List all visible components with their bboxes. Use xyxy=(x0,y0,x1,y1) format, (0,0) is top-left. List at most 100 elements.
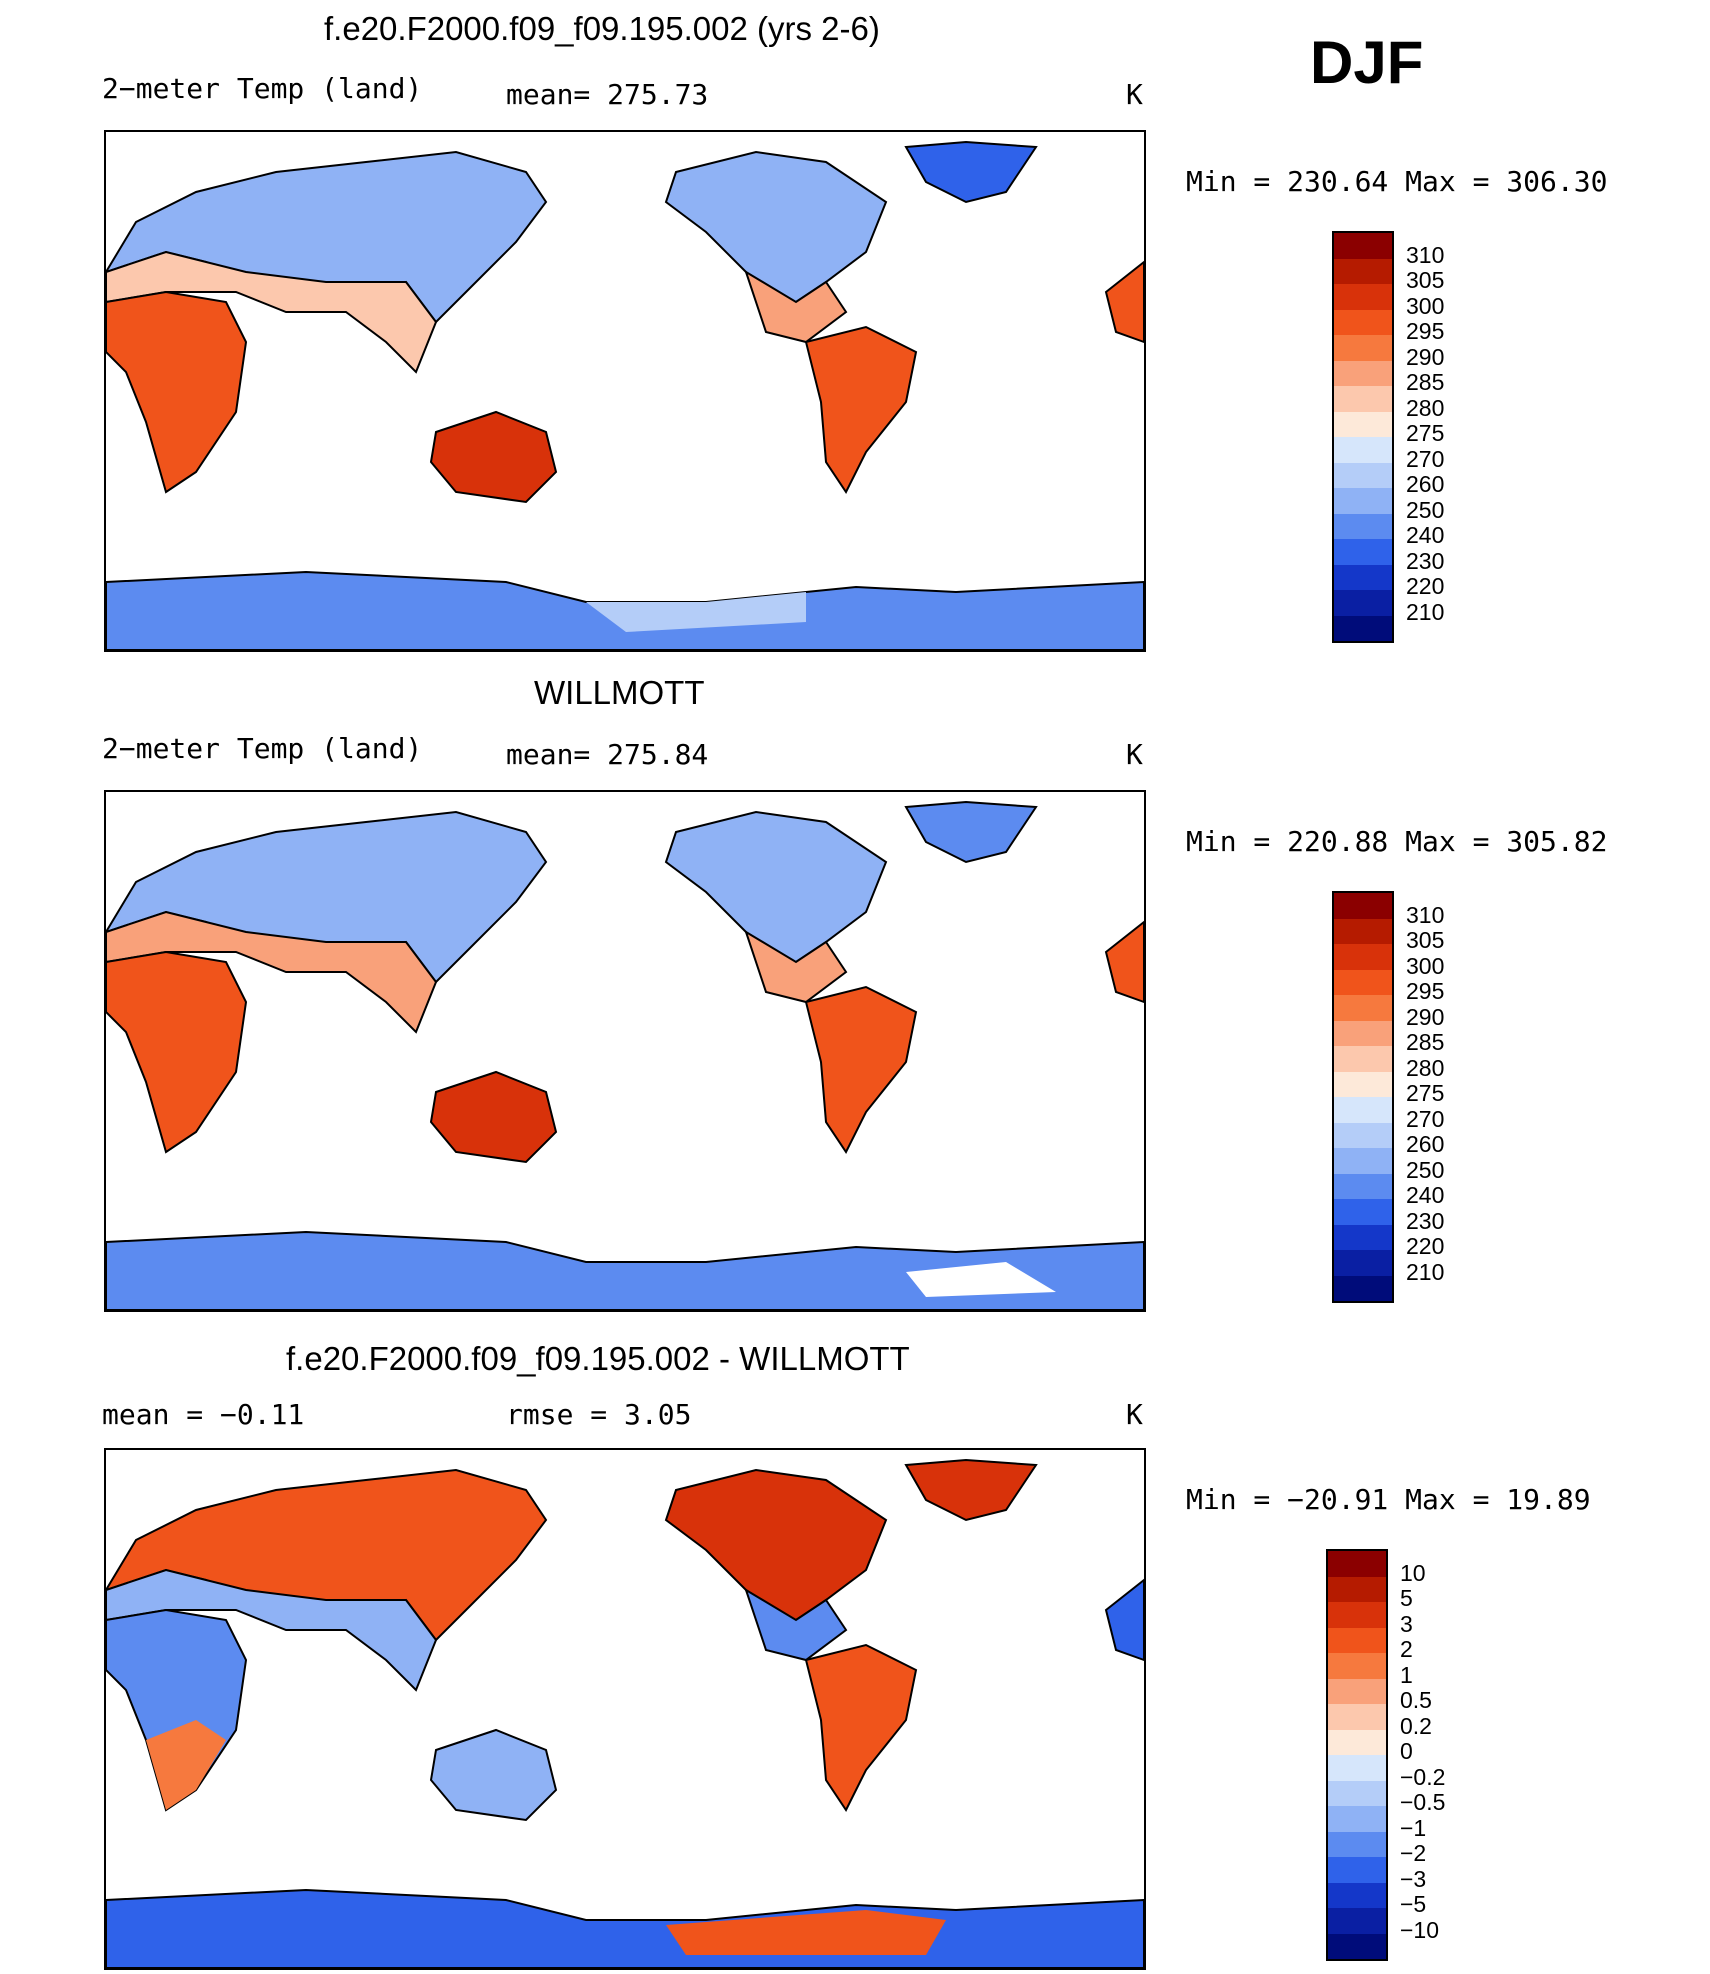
colorbar-swatch xyxy=(1328,1755,1386,1782)
colorbar-swatch xyxy=(1334,360,1392,387)
colorbar-tick-label: −1 xyxy=(1400,1814,1427,1841)
colorbar-tick-label: 300 xyxy=(1406,952,1445,979)
panel-1-map xyxy=(104,130,1146,652)
colorbar-swatch xyxy=(1334,918,1392,945)
panel-1-title: f.e20.F2000.f09_f09.195.002 (yrs 2-6) xyxy=(324,10,880,47)
colorbar-swatch xyxy=(1328,1576,1386,1603)
colorbar-tick-label: 3 xyxy=(1400,1610,1413,1637)
australia-landmass xyxy=(429,1070,558,1164)
colorbar-swatch xyxy=(1334,1224,1392,1251)
south-america-landmass xyxy=(804,325,918,494)
colorbar-swatch xyxy=(1334,615,1392,641)
colorbar-swatch xyxy=(1334,564,1392,591)
colorbar-swatch xyxy=(1328,1729,1386,1756)
colorbar-tick-label: 1 xyxy=(1400,1661,1413,1688)
colorbar-swatch xyxy=(1334,411,1392,438)
colorbar-swatch xyxy=(1334,462,1392,489)
colorbar-swatch xyxy=(1334,590,1392,617)
colorbar-swatch xyxy=(1334,539,1392,566)
colorbar-swatch xyxy=(1328,1780,1386,1807)
colorbar-swatch xyxy=(1334,1122,1392,1149)
panel-1-colorbar xyxy=(1332,231,1394,643)
colorbar-swatch xyxy=(1334,309,1392,336)
colorbar-tick-label: 220 xyxy=(1406,573,1445,599)
colorbar-swatch xyxy=(1334,969,1392,996)
colorbar-swatch xyxy=(1334,1250,1392,1277)
panel-3-colorbar xyxy=(1326,1549,1388,1961)
panel-3-mean-label: mean = −0.11 xyxy=(102,1398,305,1431)
colorbar-tick-label: 0 xyxy=(1400,1738,1413,1764)
colorbar-swatch xyxy=(1334,386,1392,413)
colorbar-tick-label: 210 xyxy=(1406,598,1445,625)
colorbar-tick-label: 290 xyxy=(1406,343,1445,370)
colorbar-tick-label: 250 xyxy=(1406,496,1445,523)
colorbar-swatch xyxy=(1328,1908,1386,1935)
colorbar-swatch xyxy=(1328,1831,1386,1858)
colorbar-tick-label: −0.2 xyxy=(1400,1763,1446,1790)
colorbar-tick-label: 250 xyxy=(1406,1156,1445,1183)
panel-1-units: K xyxy=(1126,78,1143,111)
colorbar-tick-label: 280 xyxy=(1406,1054,1445,1081)
colorbar-swatch xyxy=(1328,1627,1386,1654)
colorbar-tick-label: 310 xyxy=(1406,241,1445,268)
eurasia-south xyxy=(106,250,438,374)
panel-1-left-label: 2−meter Temp (land) xyxy=(102,72,423,105)
colorbar-swatch xyxy=(1328,1857,1386,1884)
colorbar-tick-label: 10 xyxy=(1400,1559,1426,1586)
colorbar-tick-label: 280 xyxy=(1406,394,1445,421)
panel-3-minmax: Min = −20.91 Max = 19.89 xyxy=(1186,1483,1591,1516)
colorbar-swatch xyxy=(1334,893,1392,920)
colorbar-swatch xyxy=(1328,1602,1386,1629)
colorbar-tick-label: 300 xyxy=(1406,292,1445,319)
colorbar-swatch xyxy=(1328,1551,1386,1578)
colorbar-tick-label: 295 xyxy=(1406,978,1445,1004)
panel-1-minmax: Min = 230.64 Max = 306.30 xyxy=(1186,165,1608,198)
west-africa-edge xyxy=(1104,920,1144,1004)
colorbar-tick-label: 0.5 xyxy=(1400,1687,1432,1713)
north-america-landmass xyxy=(664,150,888,314)
colorbar-tick-label: 2 xyxy=(1400,1636,1413,1662)
colorbar-swatch xyxy=(1328,1704,1386,1731)
eurasia-south xyxy=(106,910,438,1034)
antarctica-landmass xyxy=(106,1888,1144,1968)
colorbar-swatch xyxy=(1328,1933,1386,1959)
colorbar-swatch xyxy=(1328,1806,1386,1833)
panel-3-units: K xyxy=(1126,1398,1143,1431)
panel-2-minmax: Min = 220.88 Max = 305.82 xyxy=(1186,825,1608,858)
colorbar-tick-label: 295 xyxy=(1406,318,1445,344)
north-america-south xyxy=(744,929,848,1004)
colorbar-tick-label: 285 xyxy=(1406,1029,1445,1055)
antarctica-light xyxy=(586,592,806,632)
colorbar-swatch xyxy=(1334,1148,1392,1175)
colorbar-swatch xyxy=(1334,1097,1392,1124)
colorbar-swatch xyxy=(1334,1046,1392,1073)
colorbar-swatch xyxy=(1334,284,1392,311)
australia-landmass xyxy=(429,410,558,504)
colorbar-swatch xyxy=(1334,1071,1392,1098)
north-america-south xyxy=(744,269,848,344)
colorbar-tick-label: −5 xyxy=(1400,1891,1427,1917)
panel-2-units: K xyxy=(1126,738,1143,771)
panel-2-title: WILLMOTT xyxy=(534,674,705,711)
colorbar-tick-label: 230 xyxy=(1406,1207,1445,1234)
greenland-landmass xyxy=(904,140,1038,204)
colorbar-swatch xyxy=(1328,1653,1386,1680)
colorbar-tick-label: 275 xyxy=(1406,420,1445,446)
panel-1-mean-label: mean= 275.73 xyxy=(506,78,709,111)
colorbar-swatch xyxy=(1334,258,1392,285)
greenland-landmass xyxy=(904,800,1038,864)
colorbar-tick-label: 210 xyxy=(1406,1258,1445,1285)
north-america-south xyxy=(744,1587,848,1662)
north-america-landmass xyxy=(664,1468,888,1632)
colorbar-tick-label: 240 xyxy=(1406,1182,1445,1208)
colorbar-tick-label: 290 xyxy=(1406,1003,1445,1030)
season-label: DJF xyxy=(1310,29,1424,96)
colorbar-tick-label: 230 xyxy=(1406,547,1445,574)
colorbar-tick-label: 285 xyxy=(1406,369,1445,395)
greenland-landmass xyxy=(904,1458,1038,1522)
panel-2-map xyxy=(104,790,1146,1312)
colorbar-tick-label: 275 xyxy=(1406,1080,1445,1106)
colorbar-swatch xyxy=(1334,944,1392,971)
colorbar-swatch xyxy=(1334,233,1392,260)
panel-3-rmse-label: rmse = 3.05 xyxy=(506,1398,692,1431)
